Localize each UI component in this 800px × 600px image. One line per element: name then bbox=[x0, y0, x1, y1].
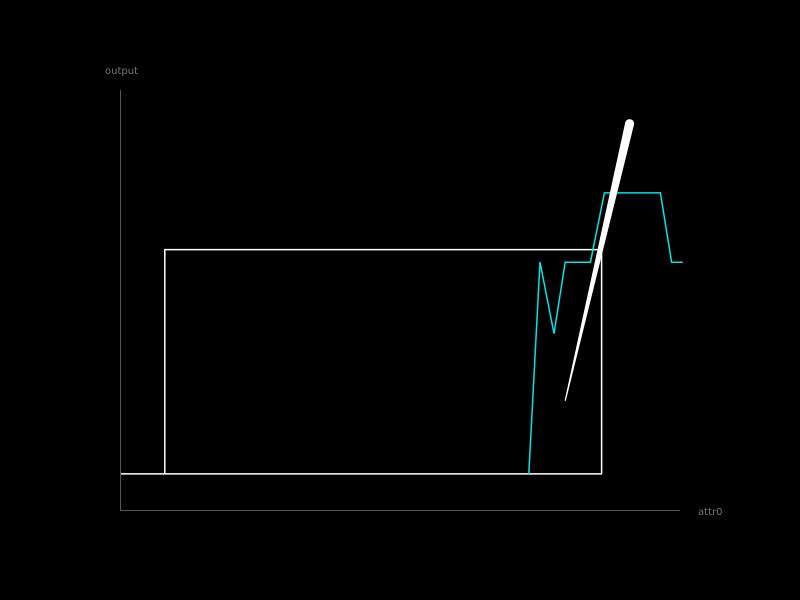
series-2-stroke bbox=[564, 122, 634, 401]
series-0-line bbox=[120, 248, 603, 475]
x-axis-label: attr0 bbox=[698, 507, 722, 518]
y-axis-label: output bbox=[105, 66, 138, 77]
series-2-stroke-cap bbox=[625, 119, 635, 129]
plot-marks bbox=[120, 119, 683, 475]
series-1-line bbox=[528, 192, 683, 474]
